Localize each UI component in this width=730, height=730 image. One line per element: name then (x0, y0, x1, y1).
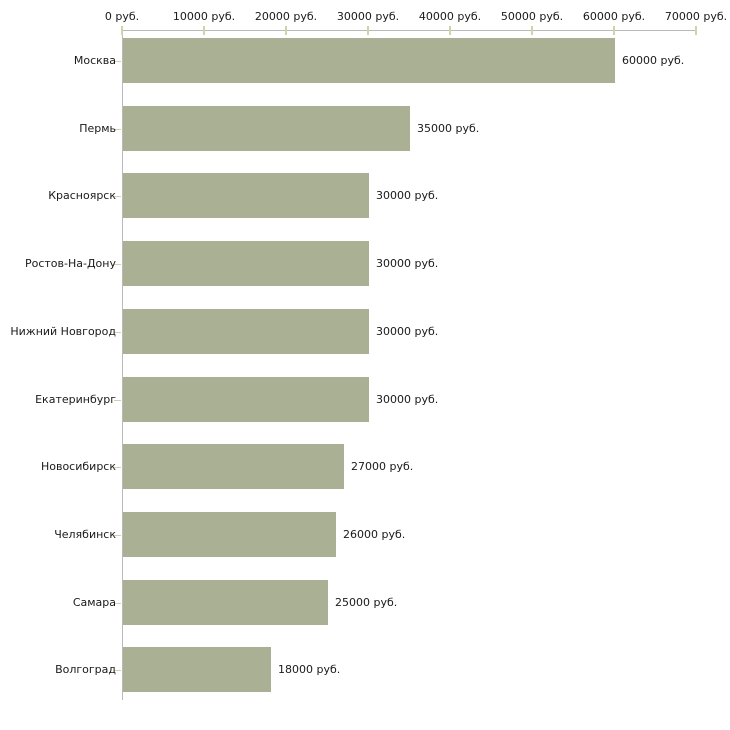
x-axis-line (122, 30, 697, 31)
category-label: Самара (72, 596, 116, 609)
category-tick (114, 196, 121, 197)
category-label: Нижний Новгород (10, 325, 116, 338)
bar (123, 580, 328, 625)
category-tick (114, 670, 121, 671)
bar (123, 377, 369, 422)
x-axis-tick-label: 50000 руб. (500, 10, 564, 23)
x-axis-tick (203, 26, 205, 35)
value-label: 60000 руб. (622, 54, 685, 67)
y-axis-line (122, 30, 123, 700)
category-tick (114, 467, 121, 468)
category-tick (114, 129, 121, 130)
x-axis-tick (531, 26, 533, 35)
x-axis-tick-label: 10000 руб. (172, 10, 236, 23)
value-label: 30000 руб. (376, 325, 439, 338)
x-axis-tick-label: 20000 руб. (254, 10, 318, 23)
x-axis-tick (121, 26, 123, 35)
category-label: Волгоград (55, 663, 116, 676)
bar (123, 38, 615, 83)
value-label: 30000 руб. (376, 257, 439, 270)
category-label: Ростов-На-Дону (24, 257, 116, 270)
category-label: Новосибирск (40, 460, 116, 473)
bar (123, 106, 410, 151)
bar (123, 309, 369, 354)
category-tick (114, 535, 121, 536)
category-label: Москва (73, 54, 116, 67)
x-axis-tick-label: 70000 руб. (664, 10, 728, 23)
x-axis-tick-label: 0 руб. (104, 10, 140, 23)
bar (123, 647, 271, 692)
x-axis-tick (695, 26, 697, 35)
x-axis-tick-label: 60000 руб. (582, 10, 646, 23)
category-tick (114, 264, 121, 265)
category-label: Екатеринбург (35, 393, 116, 406)
value-label: 35000 руб. (417, 122, 480, 135)
category-tick (114, 603, 121, 604)
category-tick (114, 61, 121, 62)
value-label: 30000 руб. (376, 189, 439, 202)
x-axis-tick (367, 26, 369, 35)
x-axis-tick-label: 30000 руб. (336, 10, 400, 23)
value-label: 26000 руб. (343, 528, 406, 541)
value-label: 25000 руб. (335, 596, 398, 609)
bar (123, 173, 369, 218)
x-axis-tick (285, 26, 287, 35)
category-label: Челябинск (54, 528, 116, 541)
bar (123, 241, 369, 286)
x-axis-tick-label: 40000 руб. (418, 10, 482, 23)
category-tick (114, 400, 121, 401)
x-axis-tick (613, 26, 615, 35)
bar (123, 512, 336, 557)
category-label: Пермь (79, 122, 116, 135)
value-label: 27000 руб. (351, 460, 414, 473)
category-tick (114, 332, 121, 333)
value-label: 18000 руб. (278, 663, 341, 676)
x-axis-tick (449, 26, 451, 35)
category-label: Красноярск (48, 189, 116, 202)
bar (123, 444, 344, 489)
value-label: 30000 руб. (376, 393, 439, 406)
